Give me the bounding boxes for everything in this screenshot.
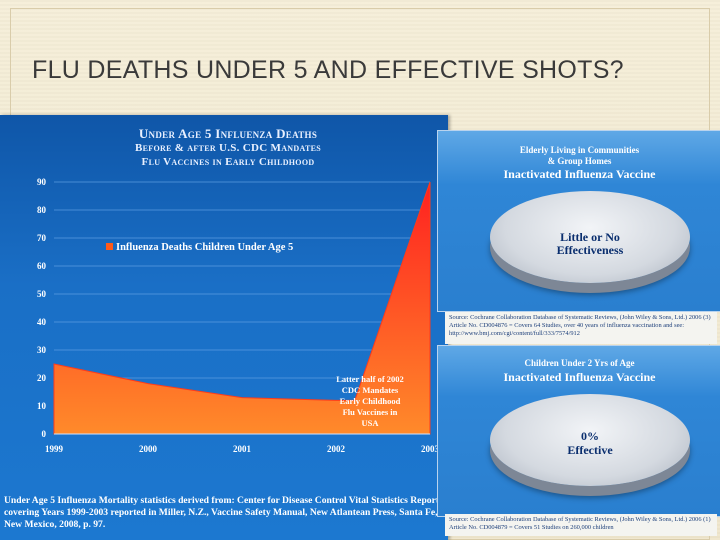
annotation-line: CDC Mandates [342,385,399,395]
x-tick-label: 1999 [45,444,64,454]
y-tick-label: 30 [37,345,47,355]
area-series [53,181,431,435]
panel1-subtitle-1: Elderly Living in Communities [519,145,640,155]
y-tick-label: 20 [37,373,47,383]
panel2-disc-line-2: Effective [567,443,613,457]
chart-panel: 0 10 20 30 40 50 60 70 80 90 1999 2000 2001 2002 2003 I… [0,115,448,540]
y-tick-label: 0 [42,429,47,439]
elderly-vaccine-panel: Elderly Living in Communities & Group Ho… [437,130,720,312]
annotation-line: Flu Vaccines in [343,407,398,417]
y-tick-label: 80 [37,205,47,215]
chart-title: Under Age 5 Influenza Deaths Before & af… [108,127,348,169]
chart-title-line-2: Before & after U.S. CDC Mandates [135,142,321,154]
x-tick-label: 2002 [327,444,346,454]
y-tick-label: 40 [37,317,47,327]
annotation-line: Early Childhood [340,396,401,406]
x-tick-label: 2003 [421,444,440,454]
annotation-line: USA [361,418,379,428]
panel1-disc-line-2: Effectiveness [556,243,624,257]
y-tick-label: 70 [37,233,47,243]
panel1-heading: Inactivated Influenza Vaccine [503,167,656,181]
legend-label: Influenza Deaths Children Under Age 5 [116,242,293,253]
y-tick-label: 10 [37,401,47,411]
panel2-disc-line-1: 0% [581,429,599,443]
panel2-heading: Inactivated Influenza Vaccine [503,370,656,384]
chart-title-line-3: Flu Vaccines in Early Childhood [141,156,315,168]
annotation-line: Latter half of 2002 [336,374,404,384]
area-chart: 0 10 20 30 40 50 60 70 80 90 1999 2000 2001 2002 2003 I… [37,177,440,454]
panel1-subtitle-2: & Group Homes [547,156,612,166]
x-tick-label: 2000 [139,444,158,454]
y-tick-label: 90 [37,177,47,187]
chart-title-line-1: Under Age 5 Influenza Deaths [138,126,318,141]
panel1-source: Source: Cochrane Collaboration Database … [445,312,717,344]
slide-title: FLU DEATHS UNDER 5 AND EFFECTIVE SHOTS? [32,56,624,84]
y-tick-label: 60 [37,261,47,271]
chart-source-note: Under Age 5 Influenza Mortality statisti… [4,495,443,530]
panel1-disc: Little or No Effectiveness [490,191,690,283]
x-tick-label: 2001 [233,444,252,454]
children-vaccine-panel: Children Under 2 Yrs of Age Inactivated … [437,345,720,517]
panel2-subtitle: Children Under 2 Yrs of Age [524,358,635,368]
panel1-disc-line-1: Little or No [560,230,620,244]
y-tick-label: 50 [37,289,47,299]
panel2-disc: 0% Effective [490,394,690,486]
panel2-source: Source: Cochrane Collaboration Database … [445,514,717,536]
legend-swatch [106,243,113,250]
